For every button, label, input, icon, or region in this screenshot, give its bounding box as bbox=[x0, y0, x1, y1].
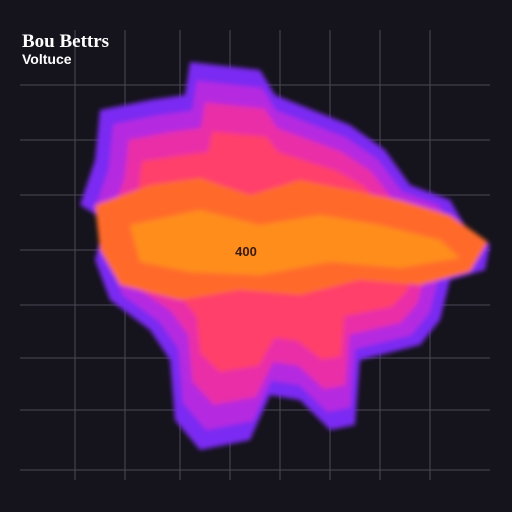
heat-blob bbox=[80, 62, 490, 450]
subtitle: Voltuce bbox=[22, 51, 72, 67]
center-label: 400 bbox=[235, 244, 257, 259]
title: Bou Bettrs bbox=[22, 31, 109, 52]
